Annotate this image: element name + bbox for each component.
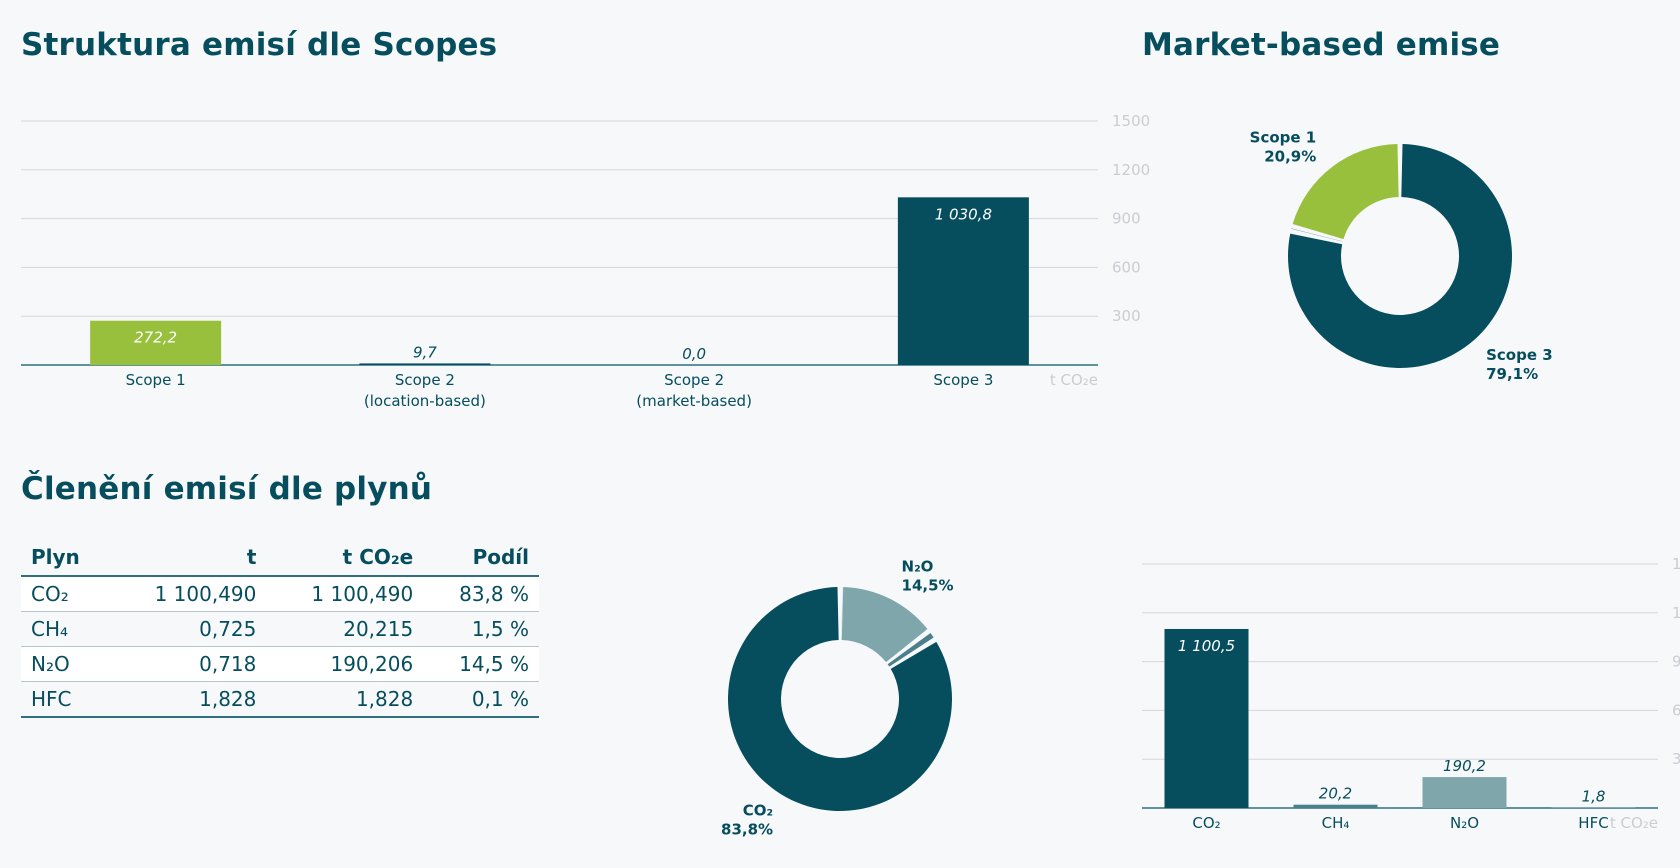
donut-slice xyxy=(887,633,934,667)
table-row: CH₄ 0,725 20,215 1,5 % xyxy=(21,611,539,647)
x-tick-label: Scope 2 xyxy=(664,371,724,389)
cell-tco2e: 20,215 xyxy=(266,611,424,647)
bar xyxy=(1164,628,1249,808)
data-label: 190,2 xyxy=(1443,757,1486,775)
gas-bar-chart: 300 600 900 1200 1500 1 100,5 CO₂ 20,2 CH₄ 190,2 N… xyxy=(1142,555,1680,832)
y-tick-label: 300 xyxy=(1112,307,1141,325)
cell-gas: CH₄ xyxy=(21,611,110,647)
cell-t: 0,725 xyxy=(109,611,267,647)
data-label: 9,7 xyxy=(413,343,437,361)
x-tick-label: CH₄ xyxy=(1322,814,1350,832)
slice-value-label: 79,1% xyxy=(1486,365,1538,383)
bar xyxy=(1422,777,1507,808)
cell-share: 14,5 % xyxy=(423,646,539,682)
slice-value-label: 14,5% xyxy=(902,576,954,594)
cell-tco2e: 1 100,490 xyxy=(266,576,424,612)
bar xyxy=(1293,804,1378,808)
cell-share: 1,5 % xyxy=(423,611,539,647)
cell-gas: CO₂ xyxy=(21,576,110,612)
table-row: CO₂ 1 100,490 1 100,490 83,8 % xyxy=(21,576,539,612)
donut-slice xyxy=(1292,144,1399,240)
data-label: 1,8 xyxy=(1582,788,1606,806)
donut-slice xyxy=(841,587,928,663)
slice-value-label: 83,8% xyxy=(721,821,773,839)
slice-name-label: CO₂ xyxy=(743,802,773,820)
x-tick-label: Scope 3 xyxy=(933,371,993,389)
y-tick-label: 1200 xyxy=(1672,604,1680,622)
gas-table: Plyn t t CO₂e Podíl CO₂ 1 100,490 1 100,… xyxy=(21,541,539,718)
slice-name-label: N₂O xyxy=(902,557,934,575)
cell-tco2e: 1,828 xyxy=(266,681,424,718)
x-tick-label: (location-based) xyxy=(364,392,486,410)
slice-name-label: Scope 3 xyxy=(1486,346,1553,364)
y-tick-label: 1500 xyxy=(1672,555,1680,573)
donut-slice xyxy=(841,587,843,641)
y-tick-label: 600 xyxy=(1112,258,1141,276)
scopes-chart-title: Struktura emisí dle Scopes xyxy=(21,27,498,63)
x-tick-label: Scope 2 xyxy=(395,371,455,389)
scopes-bar-chart: 300 600 900 1200 1500 272,2 Scope 1 9,7 Scope 2 (… xyxy=(21,112,1150,410)
y-tick-label: 600 xyxy=(1672,701,1680,719)
header-gas: Plyn xyxy=(21,541,110,577)
x-tick-label: HFC xyxy=(1578,814,1608,832)
gas-table-header: Plyn t t CO₂e Podíl xyxy=(21,541,539,577)
bar xyxy=(897,197,1029,365)
header-t: t xyxy=(109,541,267,577)
slice-value-label: 20,9% xyxy=(1264,147,1316,165)
unit-label: t CO₂e xyxy=(1050,371,1098,389)
cell-share: 0,1 % xyxy=(423,681,539,718)
cell-share: 83,8 % xyxy=(423,576,539,612)
y-tick-label: 900 xyxy=(1672,653,1680,671)
x-tick-label: CO₂ xyxy=(1192,814,1220,832)
cell-t: 1 100,490 xyxy=(109,576,267,612)
bar xyxy=(359,363,491,365)
cell-gas: N₂O xyxy=(21,646,110,682)
data-label: 272,2 xyxy=(134,329,177,347)
bar xyxy=(90,320,222,365)
cell-t: 0,718 xyxy=(109,646,267,682)
slice-name-label: Scope 1 xyxy=(1250,128,1317,146)
cell-t: 1,828 xyxy=(109,681,267,718)
x-tick-label: (market-based) xyxy=(636,392,752,410)
gases-section-title: Členění emisí dle plynů xyxy=(21,471,433,507)
header-share: Podíl xyxy=(423,541,539,577)
donut-slice xyxy=(1291,228,1343,242)
x-tick-label: Scope 1 xyxy=(126,371,186,389)
data-label: 0,0 xyxy=(682,345,706,363)
data-label: 1 030,8 xyxy=(935,205,992,223)
unit-label: t CO₂e xyxy=(1610,814,1658,832)
y-tick-label: 900 xyxy=(1112,210,1141,228)
header-tco2e: t CO₂e xyxy=(266,541,424,577)
cell-gas: HFC xyxy=(21,681,110,718)
donut-slice xyxy=(728,587,952,811)
y-tick-label: 1200 xyxy=(1112,161,1150,179)
market-donut-chart: Scope 379,1% Scope 120,9% xyxy=(1250,128,1553,383)
y-tick-label: 300 xyxy=(1672,750,1680,768)
market-chart-title: Market-based emise xyxy=(1142,27,1501,63)
donut-slice xyxy=(1288,144,1512,369)
y-tick-label: 1500 xyxy=(1112,112,1150,130)
x-tick-label: N₂O xyxy=(1450,814,1479,832)
data-label: 20,2 xyxy=(1319,785,1352,803)
cell-tco2e: 190,206 xyxy=(266,646,424,682)
table-row: HFC 1,828 1,828 0,1 % xyxy=(21,681,539,718)
table-row: N₂O 0,718 190,206 14,5 % xyxy=(21,646,539,682)
data-label: 1 100,5 xyxy=(1178,637,1235,655)
